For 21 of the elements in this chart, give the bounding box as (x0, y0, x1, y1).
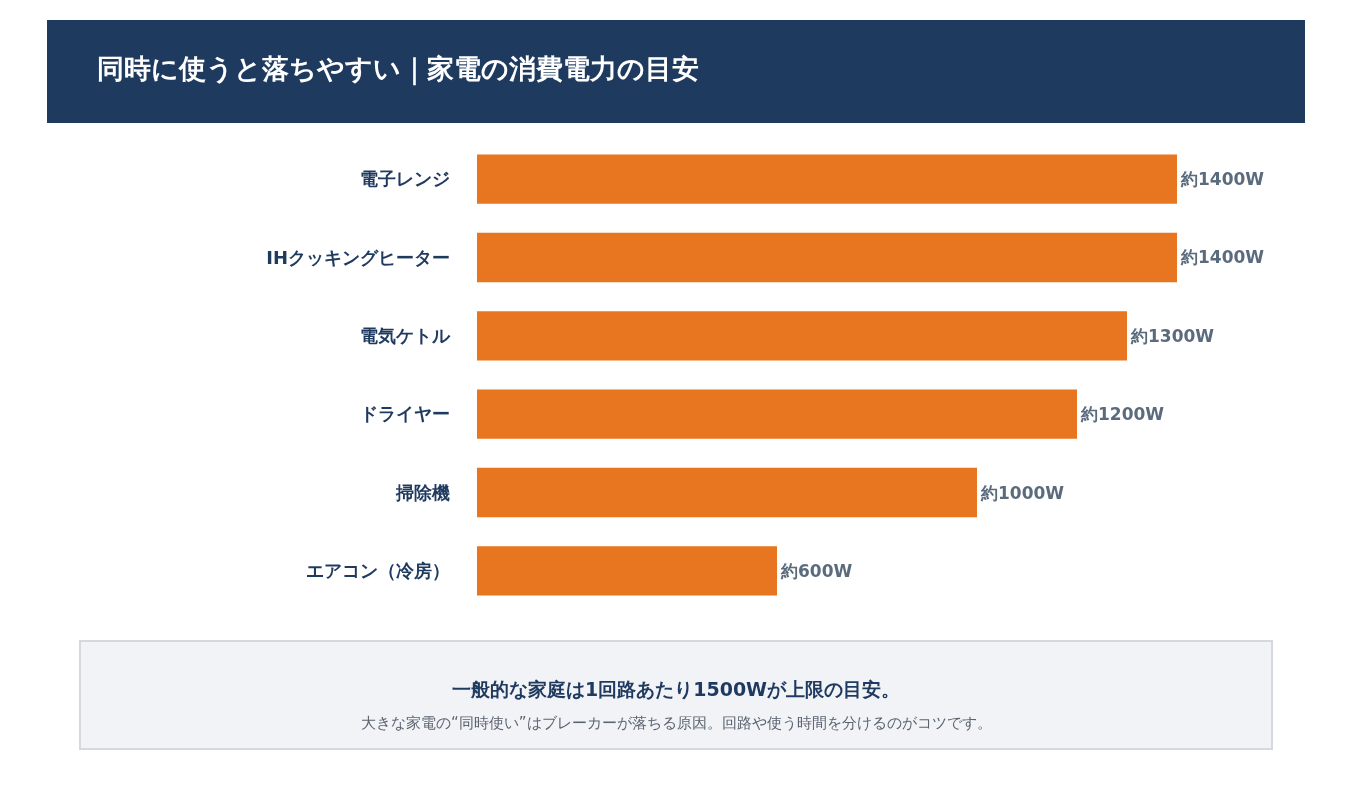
y-tick-label: 掃除機 (395, 481, 450, 503)
y-tick-label: エアコン（冷房） (306, 560, 450, 582)
bar (477, 311, 1127, 361)
y-tick-label: 電子レンジ (360, 168, 450, 190)
data-label: 約1400W (1180, 247, 1265, 268)
bar (477, 232, 1177, 283)
data-label: 約1000W (980, 482, 1065, 503)
bar (477, 467, 977, 518)
bar (477, 154, 1177, 204)
text: 一般的な家庭は1回路あたり1500Wが上限の目安。 (452, 678, 901, 700)
y-tick-label: 電気ケトル (360, 325, 451, 347)
data-label: 約1200W (1080, 404, 1165, 425)
bar (477, 546, 777, 596)
y-tick-label: ドライヤー (360, 403, 450, 425)
bar (477, 389, 1077, 439)
y-tick-label: IHクッキングヒーター (266, 246, 450, 268)
chart-title: 同時に使うと落ちやすい｜家電の消費電力の目安 (97, 53, 699, 86)
text: 大きな家電の“同時使い”はブレーカーが落ちる原因。回路や使う時間を分けるのがコツです。 (361, 714, 992, 732)
data-label: 約1300W (1130, 325, 1215, 346)
data-label: 約1400W (1180, 169, 1265, 190)
data-label: 約600W (780, 560, 853, 581)
